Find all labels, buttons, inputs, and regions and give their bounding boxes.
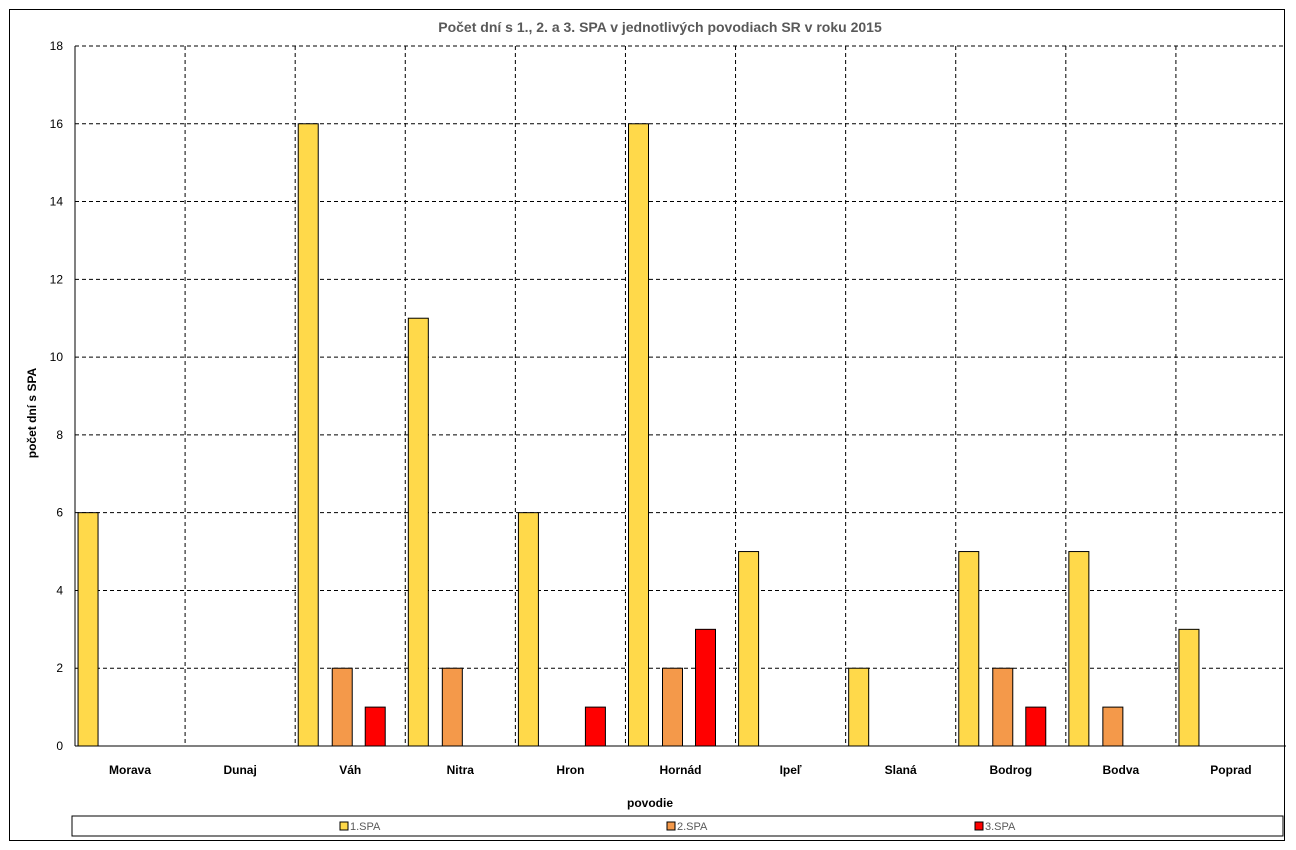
x-tick-label: Poprad xyxy=(1210,763,1251,777)
x-tick-label: Ipeľ xyxy=(780,763,802,777)
legend: 1.SPA 2.SPA 3.SPA xyxy=(72,816,1283,836)
legend-label: 3.SPA xyxy=(985,821,1016,833)
bar xyxy=(1179,629,1199,746)
y-tick-label: 16 xyxy=(50,117,64,131)
bar xyxy=(1103,707,1123,746)
bar xyxy=(518,513,538,746)
x-tick-label: Váh xyxy=(339,763,361,777)
chart-title: Počet dní s 1., 2. a 3. SPA v jednotlivý… xyxy=(438,19,882,35)
x-tick-label: Slaná xyxy=(885,763,917,777)
y-tick-label: 14 xyxy=(50,195,64,209)
bar xyxy=(739,552,759,746)
bar xyxy=(1026,707,1046,746)
legend-swatch xyxy=(667,822,675,830)
bar xyxy=(849,668,869,746)
x-tick-label: Dunaj xyxy=(223,763,256,777)
y-tick-label: 0 xyxy=(56,739,63,753)
x-tick-label: Hron xyxy=(556,763,584,777)
bar xyxy=(78,513,98,746)
bar xyxy=(408,318,428,746)
y-tick-label: 4 xyxy=(56,583,63,597)
chart-svg: Počet dní s 1., 2. a 3. SPA v jednotlivý… xyxy=(10,10,1286,842)
y-tick-label: 12 xyxy=(50,272,64,286)
x-tick-label: Hornád xyxy=(660,763,702,777)
legend-label: 2.SPA xyxy=(677,821,708,833)
y-axis-label: počet dní s SPA xyxy=(25,367,39,458)
y-tick-label: 6 xyxy=(56,506,63,520)
bar xyxy=(585,707,605,746)
bar xyxy=(696,629,716,746)
grid-layer xyxy=(75,46,1286,746)
x-tick-label: Nitra xyxy=(447,763,475,777)
bar xyxy=(1069,552,1089,746)
y-tick-label: 18 xyxy=(50,39,64,53)
legend-swatch xyxy=(340,822,348,830)
bar xyxy=(629,124,649,746)
bar xyxy=(365,707,385,746)
y-tick-label: 8 xyxy=(56,428,63,442)
x-tick-label: Morava xyxy=(109,763,151,777)
bar xyxy=(332,668,352,746)
x-tick-label: Bodrog xyxy=(989,763,1032,777)
chart-frame: Počet dní s 1., 2. a 3. SPA v jednotlivý… xyxy=(9,9,1285,841)
legend-swatch xyxy=(975,822,983,830)
legend-label: 1.SPA xyxy=(350,821,381,833)
bar xyxy=(663,668,683,746)
x-axis-label: povodie xyxy=(627,796,673,810)
bar xyxy=(959,552,979,746)
bar xyxy=(442,668,462,746)
x-tick-label: Bodva xyxy=(1103,763,1140,777)
bar xyxy=(298,124,318,746)
axis-layer: 0 2 4 6 8 10 12 14 16 18 Morava Dunaj Váh Nitra Hron Ho… xyxy=(50,39,1286,777)
bar xyxy=(993,668,1013,746)
y-tick-label: 10 xyxy=(50,350,64,364)
y-tick-label: 2 xyxy=(56,661,63,675)
